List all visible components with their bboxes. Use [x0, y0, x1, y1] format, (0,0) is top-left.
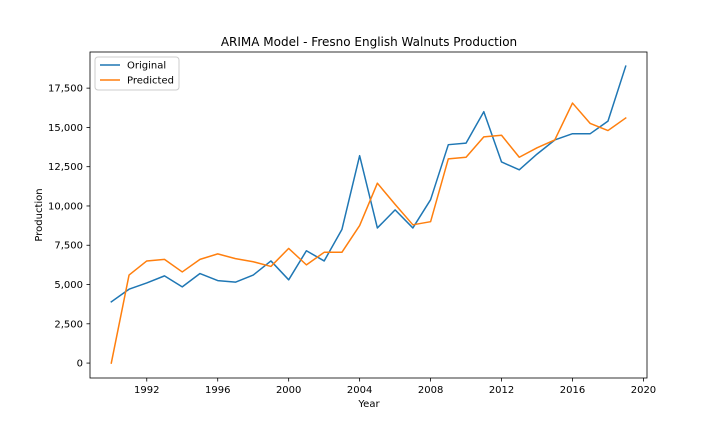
x-tick-label: 2012: [489, 385, 514, 396]
legend-label-original: Original: [127, 61, 166, 72]
series-lines: [110, 65, 627, 364]
y-tick-label: 7,500: [54, 241, 83, 252]
y-tick-label: 15,000: [48, 123, 83, 134]
x-tick-label: 2016: [560, 385, 585, 396]
y-tick-label: 0: [77, 359, 83, 370]
y-tick-label: 2,500: [54, 319, 83, 330]
x-tick-label: 2008: [418, 385, 443, 396]
x-tick-label: 2000: [276, 385, 301, 396]
x-tick-label: 1996: [205, 385, 230, 396]
chart-title: ARIMA Model - Fresno English Walnuts Pro…: [221, 35, 517, 49]
plot-area: [89, 51, 648, 379]
series-line-original: [110, 65, 627, 303]
x-axis-label: Year: [357, 399, 380, 410]
y-tick-label: 5,000: [54, 280, 83, 291]
plot-frame: [89, 51, 648, 379]
x-tick-label: 2004: [347, 385, 372, 396]
x-tick-label: 2020: [631, 385, 656, 396]
legend-label-predicted: Predicted: [127, 76, 174, 87]
y-tick-label: 10,000: [48, 201, 83, 212]
y-tick-label: 17,500: [48, 84, 83, 95]
axis-ticks: 1992 1996 2000 2004 2008 2012 2016 2020 0 2,500 5,…: [48, 84, 656, 396]
series-line-predicted: [110, 102, 627, 364]
y-tick-label: 12,500: [48, 162, 83, 173]
y-axis-label: Production: [34, 188, 45, 241]
x-tick-label: 1992: [134, 385, 159, 396]
legend: Original Predicted: [94, 56, 180, 91]
